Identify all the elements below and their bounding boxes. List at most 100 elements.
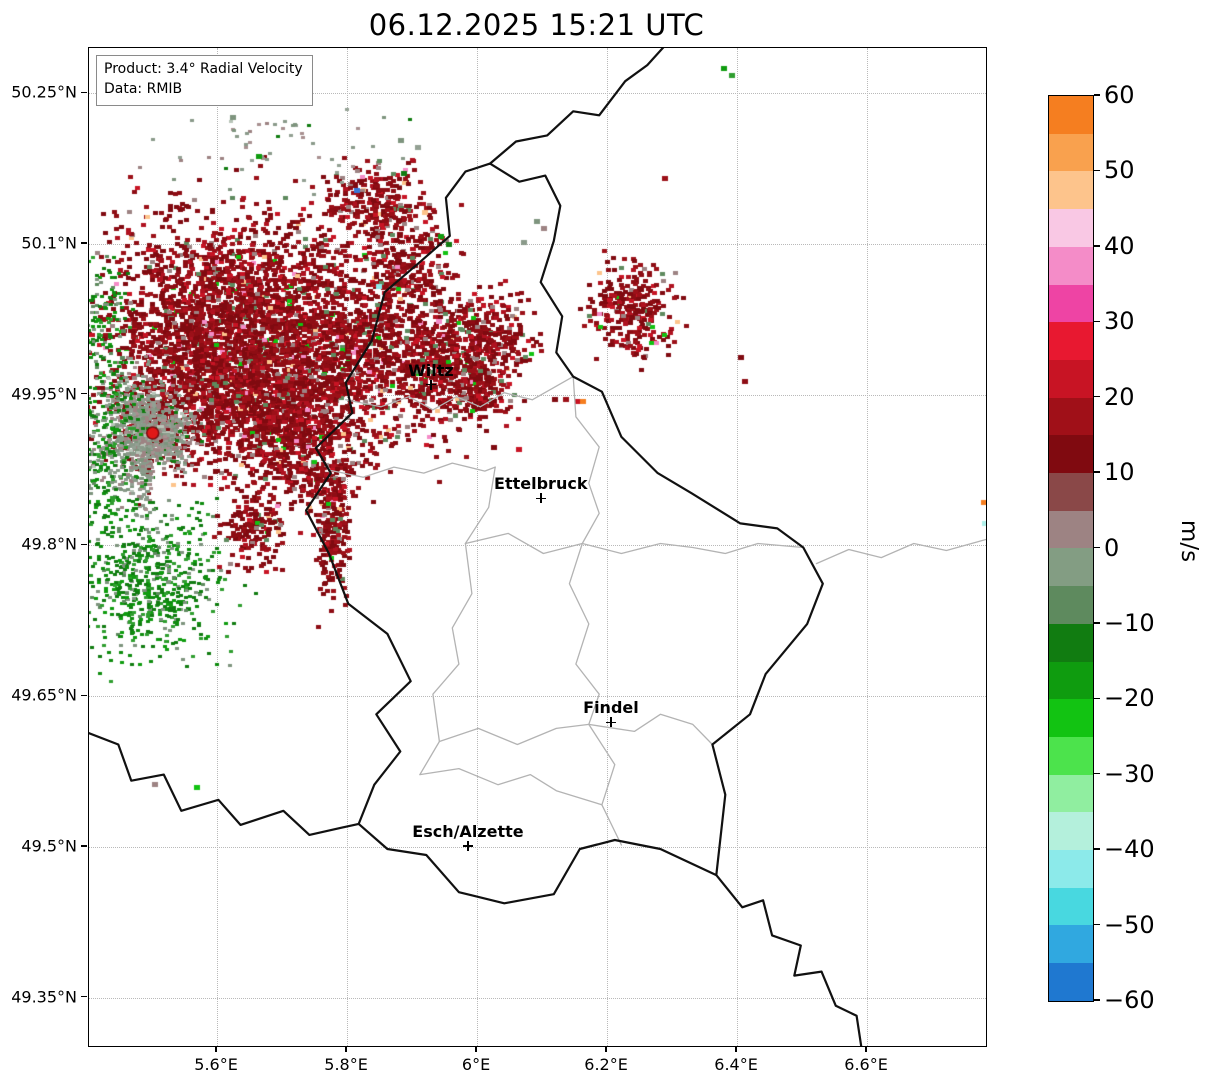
x-tick-label: 6°E — [461, 1055, 491, 1074]
colorbar-tick-mark — [1094, 94, 1100, 96]
borders-layer — [89, 48, 986, 1046]
x-tick-mark — [345, 1046, 347, 1052]
colorbar-tick-label: 20 — [1104, 382, 1135, 411]
y-tick-mark — [81, 996, 87, 998]
colorbar-tick-mark — [1094, 773, 1100, 775]
city-plus-marker — [605, 717, 616, 728]
admin-boundary — [328, 462, 496, 478]
colorbar-tick-label: 10 — [1104, 458, 1135, 487]
colorbar-tick-mark — [1094, 697, 1100, 700]
admin-boundary — [815, 538, 986, 565]
colorbar-segment — [1049, 322, 1093, 360]
colorbar — [1048, 95, 1094, 1002]
colorbar-segment — [1049, 548, 1093, 587]
colorbar-segment — [1049, 359, 1093, 398]
colorbar-segment — [1049, 133, 1093, 172]
colorbar-segment — [1049, 850, 1093, 888]
colorbar-tick-label: −60 — [1104, 986, 1155, 1014]
admin-boundary — [345, 375, 574, 411]
colorbar-segment — [1049, 96, 1093, 134]
radar-data-layer — [89, 48, 986, 1046]
colorbar-tick-label: 0 — [1104, 533, 1120, 562]
admin-boundary — [438, 713, 714, 746]
y-tick-label: 50.25°N — [11, 82, 77, 102]
admin-boundary — [568, 542, 600, 726]
y-tick-mark — [81, 91, 87, 93]
colorbar-segment — [1049, 774, 1093, 813]
colorbar-segment — [1049, 887, 1093, 926]
city-label: Findel — [583, 698, 639, 718]
colorbar-tick-mark — [1094, 546, 1100, 549]
colorbar-segment — [1049, 736, 1093, 775]
admin-boundary — [572, 375, 600, 545]
colorbar-tick-label: −30 — [1104, 759, 1155, 788]
city-label: Esch/Alzette — [412, 821, 524, 841]
colorbar-tick-mark — [1094, 169, 1100, 172]
y-tick-label: 49.5°N — [21, 836, 77, 856]
colorbar-segment — [1049, 623, 1093, 662]
x-tick-mark — [215, 1046, 217, 1052]
x-tick-label: 6.4°E — [714, 1055, 758, 1074]
colorbar-tick-mark — [1094, 999, 1100, 1001]
legend-data-line: Data: RMIB — [104, 81, 183, 98]
colorbar-tick-label: 30 — [1104, 307, 1135, 336]
country-border — [488, 48, 665, 165]
legend-box: Product: 3.4° Radial Velocity Data: RMIB — [96, 55, 313, 106]
colorbar-segment — [1049, 510, 1093, 549]
city-label: Ettelbruck — [494, 474, 588, 494]
x-tick-mark — [475, 1046, 477, 1052]
colorbar-segment — [1049, 209, 1093, 247]
y-tick-mark — [81, 242, 87, 244]
y-tick-mark — [81, 393, 87, 395]
city-plus-marker — [462, 840, 473, 851]
colorbar-tick-mark — [1094, 622, 1100, 624]
colorbar-tick-label: −50 — [1104, 910, 1155, 939]
x-tick-label: 5.6°E — [194, 1055, 238, 1074]
city-label: Wiltz — [408, 360, 454, 380]
colorbar-tick-label: 60 — [1104, 81, 1135, 109]
y-tick-label: 50.1°N — [21, 233, 77, 253]
y-tick-label: 49.8°N — [21, 534, 77, 554]
x-tick-label: 5.8°E — [324, 1055, 368, 1074]
colorbar-tick-mark — [1094, 395, 1100, 398]
colorbar-segment — [1049, 925, 1093, 964]
colorbar-segment — [1049, 661, 1093, 700]
colorbar-tick-mark — [1094, 848, 1100, 850]
colorbar-tick-mark — [1094, 471, 1100, 473]
x-tick-mark — [865, 1046, 867, 1052]
x-tick-label: 6.6°E — [844, 1055, 888, 1074]
figure-title: 06.12.2025 15:21 UTC — [368, 8, 705, 42]
map-plot: Product: 3.4° Radial Velocity Data: RMIB… — [88, 47, 987, 1047]
y-tick-label: 49.65°N — [11, 685, 77, 705]
colorbar-tick-label: −40 — [1104, 835, 1155, 864]
y-tick-mark — [81, 845, 87, 847]
colorbar-tick-label: 50 — [1104, 156, 1135, 185]
colorbar-tick-label: 40 — [1104, 231, 1135, 260]
colorbar-segment — [1049, 397, 1093, 436]
colorbar-tick-label: −20 — [1104, 684, 1155, 713]
y-tick-label: 49.95°N — [11, 384, 77, 404]
legend-product-line: Product: 3.4° Radial Velocity — [104, 61, 303, 77]
city-plus-marker — [535, 493, 546, 504]
y-tick-mark — [81, 694, 87, 696]
x-tick-mark — [605, 1046, 607, 1052]
y-tick-mark — [81, 543, 87, 546]
colorbar-segment — [1049, 246, 1093, 285]
country-border — [89, 731, 360, 836]
admin-boundary — [464, 532, 804, 555]
colorbar-segment — [1049, 699, 1093, 737]
colorbar-tick-mark — [1094, 320, 1100, 322]
colorbar-tick-mark — [1094, 245, 1100, 247]
country-border — [305, 162, 824, 905]
admin-boundary — [588, 723, 623, 846]
x-tick-mark — [735, 1046, 737, 1052]
colorbar-segment — [1049, 473, 1093, 511]
colorbar-segment — [1049, 284, 1093, 323]
admin-boundary — [419, 466, 496, 776]
colorbar-tick-mark — [1094, 923, 1100, 926]
city-plus-marker — [425, 379, 436, 390]
colorbar-segment — [1049, 171, 1093, 210]
colorbar-segment — [1049, 586, 1093, 624]
y-tick-label: 49.35°N — [11, 987, 77, 1007]
colorbar-tick-label: −10 — [1104, 608, 1155, 637]
